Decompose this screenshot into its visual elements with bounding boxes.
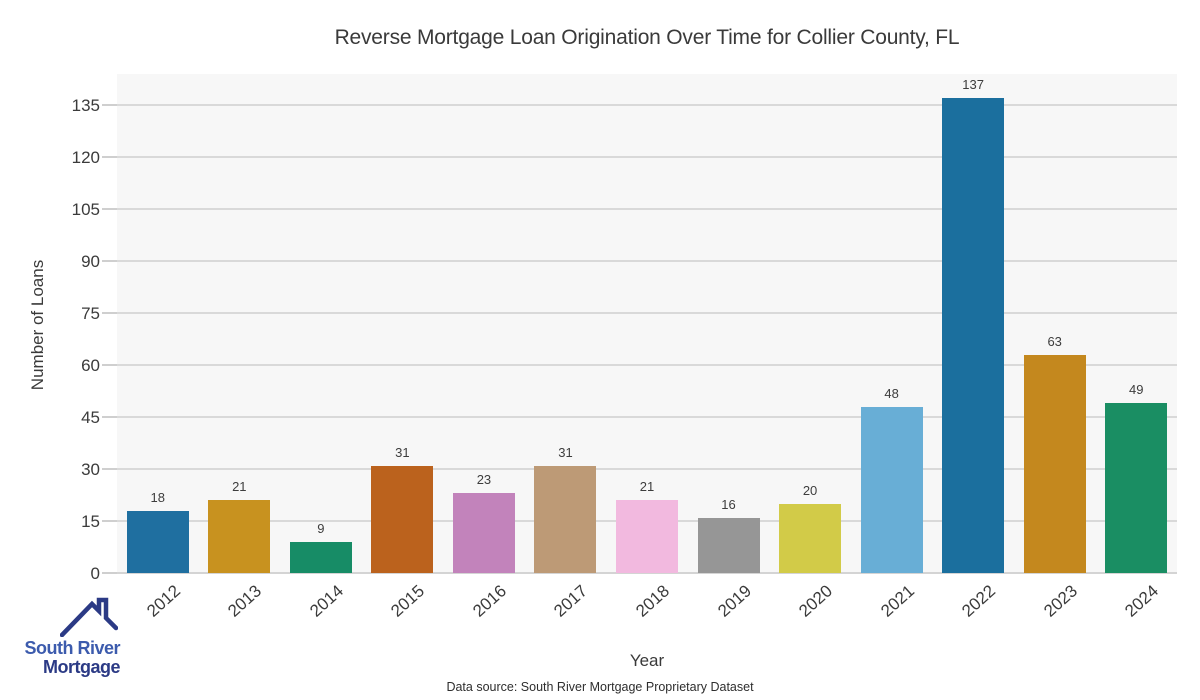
bar-2022 (942, 98, 1005, 573)
y-tick-label-60: 60 (81, 356, 100, 376)
value-label-2014: 9 (317, 520, 325, 536)
value-label-2023: 63 (1047, 333, 1062, 349)
value-label-2013: 21 (232, 479, 247, 495)
x-tick-label-2015: 2015 (387, 581, 429, 621)
gridline-30 (117, 468, 1177, 471)
x-axis-line (117, 572, 1177, 574)
x-tick-label-2020: 2020 (795, 581, 837, 621)
value-label-2021: 48 (884, 385, 899, 401)
y-tick-label-135: 135 (71, 96, 100, 116)
y-tick-mark-0 (102, 572, 117, 574)
x-tick-label-2021: 2021 (876, 581, 918, 621)
value-label-2020: 20 (802, 482, 818, 498)
bar-2024 (1105, 403, 1168, 573)
bar-2021 (860, 406, 923, 573)
gridline-90 (117, 260, 1177, 263)
bar-2019 (697, 517, 760, 573)
y-tick-label-75: 75 (81, 304, 100, 324)
x-tick-label-2018: 2018 (632, 581, 674, 621)
value-label-2024: 49 (1128, 382, 1144, 398)
x-tick-label-2013: 2013 (224, 581, 266, 621)
y-tick-label-30: 30 (81, 460, 100, 480)
plot-area (117, 74, 1177, 574)
logo-text-line2: Mortgage (43, 657, 121, 677)
bar-2018 (616, 500, 678, 573)
y-tick-mark-45 (102, 416, 117, 419)
y-tick-mark-135 (102, 104, 117, 107)
x-tick-label-2012: 2012 (142, 581, 184, 621)
x-tick-label-2022: 2022 (958, 581, 1000, 621)
y-tick-label-0: 0 (90, 564, 100, 583)
y-axis-title: Number of Loans (28, 259, 47, 391)
chart-title: Reverse Mortgage Loan Origination Over T… (334, 26, 960, 49)
x-tick-label-2014: 2014 (306, 581, 347, 621)
gridline-45 (117, 416, 1177, 419)
value-label-2017: 31 (558, 444, 573, 460)
value-label-2015: 31 (395, 444, 410, 460)
x-tick-label-2016: 2016 (469, 581, 510, 621)
y-tick-mark-15 (102, 520, 117, 523)
value-label-2018: 21 (639, 479, 655, 495)
y-tick-label-90: 90 (81, 252, 100, 272)
company-logo: South River Mortgage (16, 597, 121, 685)
gridline-120 (117, 156, 1177, 159)
y-tick-mark-75 (102, 312, 117, 315)
bar-2023 (1023, 354, 1086, 573)
bar-2012 (126, 510, 189, 573)
value-label-2012: 18 (150, 489, 165, 505)
y-tick-mark-105 (102, 208, 117, 211)
house-roof-icon (60, 597, 118, 637)
data-source-note: Data source: South River Mortgage Propri… (446, 680, 754, 694)
gridline-135 (117, 104, 1177, 107)
x-tick-label-2023: 2023 (1039, 581, 1081, 621)
bar-2015 (371, 465, 434, 573)
x-tick-label-2024: 2024 (1121, 581, 1163, 621)
y-tick-label-15: 15 (81, 512, 100, 532)
y-tick-mark-60 (102, 364, 117, 367)
x-axis-title: Year (629, 651, 665, 670)
value-label-2019: 16 (721, 496, 736, 512)
gridline-105 (117, 208, 1177, 211)
value-label-2022: 137 (962, 77, 984, 93)
value-label-2016: 23 (476, 472, 492, 488)
y-tick-label-45: 45 (81, 408, 100, 428)
x-tick-label-2017: 2017 (550, 581, 592, 621)
bar-2013 (208, 500, 271, 573)
bar-2016 (452, 493, 515, 573)
bar-2020 (779, 503, 842, 573)
y-tick-mark-30 (102, 468, 117, 471)
y-tick-mark-90 (102, 260, 117, 263)
bar-2014 (289, 541, 352, 573)
y-tick-mark-120 (102, 156, 117, 159)
bar-2017 (534, 465, 597, 573)
y-tick-label-120: 120 (71, 148, 100, 168)
gridline-75 (117, 312, 1177, 315)
gridline-60 (117, 364, 1177, 367)
logo-text-line1: South River (24, 638, 120, 658)
y-tick-label-105: 105 (71, 200, 100, 220)
x-tick-label-2019: 2019 (713, 581, 755, 621)
